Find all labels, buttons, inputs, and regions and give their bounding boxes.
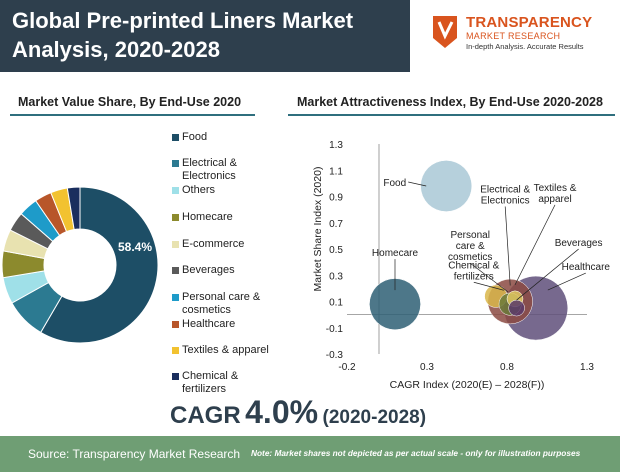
bubble-label-beverages: Beverages [555,238,603,249]
page-title: Global Pre-printed Liners Market Analysi… [12,8,354,62]
legend-swatch [172,134,179,141]
legend-label: E-commerce [182,238,245,250]
legend-swatch [172,267,179,274]
donut-chart: 58.4% [1,186,159,344]
bubble-food [420,160,473,212]
footer-note: Note: Market shares not depicted as per … [251,448,581,458]
bubble-leader-line [469,262,509,293]
legend-label: Chemical & fertilizers [182,370,239,395]
legend-swatch [172,373,179,380]
legend-swatch [172,160,179,167]
legend-swatch [172,241,179,248]
title-bar: Global Pre-printed Liners Market Analysi… [0,0,410,72]
legend-label: Food [182,131,208,143]
donut-legend: Food Electrical & Electronics Others Homecar… [172,0,302,400]
y-tick-label: 1.1 [329,166,343,177]
bubble-label-healthcare: Healthcare [562,262,611,273]
cagr-period: (2020-2028) [322,407,427,428]
cagr-banner: CAGR 4.0% (2020-2028) [170,394,426,434]
footer-source: Source: Transparency Market Research [28,447,241,461]
legend-label: Healthcare [182,318,236,330]
bubble-leader-line [473,281,504,291]
y-tick-label: -0.3 [326,350,344,361]
legend-label: Personal care & cosmetics [182,291,261,316]
donut-slice-chemical-fertilizers [66,186,81,231]
brand-logo: TRANSPARENCY MARKET RESEARCH In-depth An… [430,14,615,58]
x-tick-label: 1.3 [580,362,594,373]
brand-name: TRANSPARENCY [466,14,593,31]
x-tick-label: 0.8 [500,362,514,373]
x-tick-label: -0.2 [338,362,356,373]
brand-subtitle: MARKET RESEARCH [466,31,561,41]
bubble-leader-line [408,181,427,187]
legend-swatch [172,321,179,328]
y-tick-label: 0.9 [329,193,343,204]
y-tick-label: -0.1 [326,324,344,335]
bubble-label-personal-care-cosmetics: Personal care & cosmetics [448,230,492,263]
y-tick-label: 0.3 [329,271,343,282]
bubble-leader-line [547,272,586,291]
bubble-beverages [508,299,525,317]
y-tick-label: 0.7 [329,219,343,230]
donut-slice-food [40,186,159,344]
left-title-underline [10,114,255,116]
x-tick-label: 0.3 [420,362,434,373]
cagr-value: 4.0% [245,394,319,430]
legend-swatch [172,214,179,221]
x-axis-label: CAGR Index (2020(E) – 2028(F)) [390,379,545,391]
bubble-chart: -0.3 -0.1 0.1 0.3 0.5 0.7 0.9 1.1 1.3 -0.2 0.3 0.8 1… [312,140,611,391]
y-axis-label: Market Share Index (2020) [312,167,324,292]
cagr-label: CAGR [170,402,241,429]
bubble-label-food: Food [383,178,406,189]
legend-label: Textiles & apparel [182,344,269,356]
left-chart-title: Market Value Share, By End-Use 2020 [18,95,242,109]
donut-data-label: 58.4% [118,240,152,254]
bubble-label-textiles-apparel: Textiles & apparel [534,183,577,205]
legend-label: Others [182,184,216,196]
bubble-label-electrical-electronics: Electrical & Electronics [480,185,530,207]
footer: Source: Transparency Market Research Not… [0,436,620,472]
right-title-underline [288,114,615,116]
bubble-leader-line [514,204,556,286]
bubble-leader-line [504,206,511,286]
legend-swatch [172,187,179,194]
y-tick-label: 1.3 [329,140,343,151]
legend-label: Homecare [182,211,233,223]
bubble-label-chemical-fertilizers: Chemical & fertilizers [448,260,499,282]
legend-swatch [172,347,179,354]
brand-tagline: In-depth Analysis. Accurate Results [466,42,584,51]
legend-swatch [172,294,179,301]
bubble-leader-line [516,248,579,301]
brand-mark-icon [433,16,457,48]
legend-label: Beverages [182,264,235,276]
y-tick-label: 0.1 [329,298,343,309]
legend-label: Electrical & Electronics [182,157,238,182]
bubble-label-homecare: Homecare [372,248,419,259]
right-chart-title: Market Attractiveness Index, By End-Use … [297,95,603,109]
y-tick-label: 0.5 [329,245,343,256]
